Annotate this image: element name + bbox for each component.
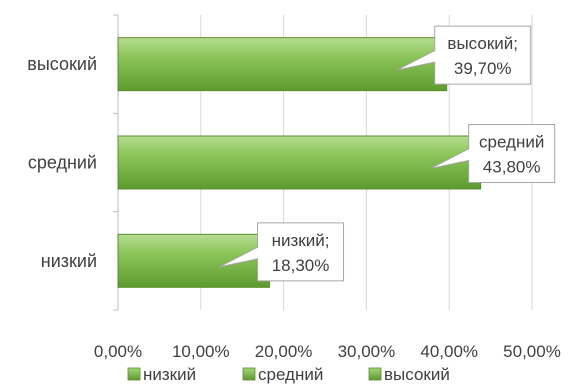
bar-3 — [117, 37, 448, 92]
bar-2 — [117, 135, 482, 190]
callout-value: 43,80% — [483, 158, 541, 177]
legend-label: высокий — [384, 365, 450, 384]
x-tick-label: 50,00% — [503, 342, 561, 361]
legend-label: средний — [258, 365, 323, 384]
callout-category: высокий; — [447, 34, 518, 53]
callout-box — [430, 124, 556, 183]
legend: низкий средний высокий — [127, 365, 450, 384]
x-tick-label: 20,00% — [255, 342, 313, 361]
callout-1: низкий; 18,30% — [219, 222, 345, 282]
x-tick-label: 30,00% — [338, 342, 396, 361]
callout-category: средний — [479, 133, 544, 152]
callout-category: низкий; — [272, 231, 330, 250]
x-tick-label: 0,00% — [94, 342, 142, 361]
data-callouts: низкий; 18,30% средний 43,80% высокий; 39,70% — [219, 25, 556, 282]
category-label: высокий — [27, 54, 97, 74]
legend-swatch — [368, 367, 382, 381]
callout-box — [219, 222, 345, 282]
callout-value: 18,30% — [272, 256, 330, 275]
callout-value: 39,70% — [454, 59, 512, 78]
legend-label: низкий — [143, 365, 196, 384]
callout-2: средний 43,80% — [430, 124, 556, 183]
callout-box — [396, 25, 532, 85]
category-label: низкий — [41, 251, 97, 271]
category-axis — [113, 14, 119, 311]
legend-swatch — [127, 367, 141, 381]
legend-swatch — [242, 367, 256, 381]
callout-3: высокий; 39,70% — [396, 25, 532, 85]
category-labels: низкий средний высокий — [27, 54, 97, 271]
x-tick-label: 10,00% — [172, 342, 230, 361]
x-tick-label: 40,00% — [420, 342, 478, 361]
x-tick-labels: 0,00% 10,00% 20,00% 30,00% 40,00% 50,00% — [94, 342, 561, 361]
category-label: средний — [28, 153, 97, 173]
